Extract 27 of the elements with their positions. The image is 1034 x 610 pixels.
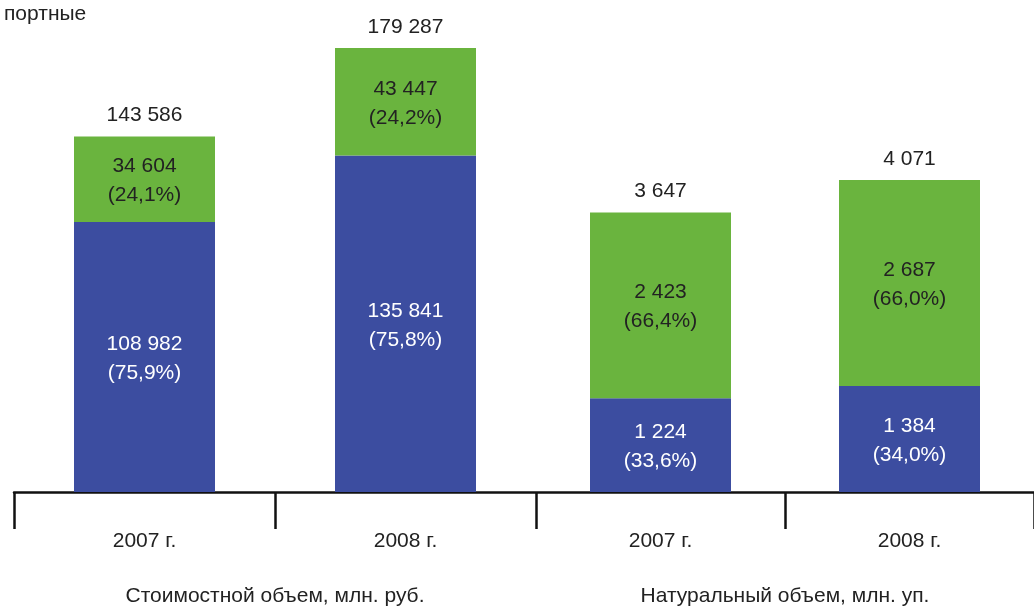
data-label: 1 384 (34,0%) bbox=[872, 412, 947, 465]
data-label: 2 423 (66,4%) bbox=[623, 279, 698, 332]
bar bbox=[335, 48, 476, 156]
x-tick-label: 2007 г. bbox=[112, 528, 177, 551]
bar bbox=[839, 385, 980, 492]
x-tick-label: 2008 г. bbox=[373, 528, 438, 551]
data-label: 135 841 (75,8%) bbox=[367, 297, 444, 350]
bar bbox=[839, 180, 980, 386]
total-label: 4 071 bbox=[883, 146, 936, 169]
x-tick-label: 2008 г. bbox=[877, 528, 942, 551]
bar bbox=[74, 136, 215, 223]
x-axis-title: Натуральный объем, млн. уп. bbox=[640, 583, 930, 606]
bar bbox=[335, 155, 476, 492]
data-label: 43 447 (24,2%) bbox=[368, 75, 443, 128]
data-label: 108 982 (75,9%) bbox=[106, 331, 183, 384]
text: портные bbox=[4, 1, 87, 24]
data-label: 34 604 (24,1%) bbox=[107, 153, 182, 206]
x-axis-title: Стоимостной объем, млн. руб. bbox=[125, 583, 425, 606]
total-label: 179 287 bbox=[367, 14, 444, 37]
total-label: 3 647 bbox=[634, 178, 687, 202]
data-label: 1 224 (33,6%) bbox=[623, 419, 698, 472]
x-tick-label: 2007 г. bbox=[628, 528, 693, 551]
data-label: 2 687 (66,0%) bbox=[872, 256, 947, 309]
bar bbox=[74, 222, 215, 492]
bar bbox=[590, 212, 731, 399]
bar bbox=[590, 398, 731, 492]
total-label: 143 586 bbox=[106, 102, 183, 126]
